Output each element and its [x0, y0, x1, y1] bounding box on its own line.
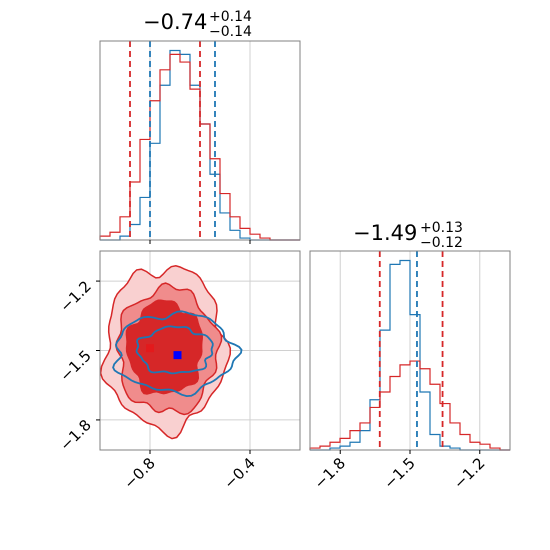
joint-xtick-label-0: −0.8	[120, 454, 158, 492]
hist2-red-histogram	[309, 360, 510, 451]
joint-ytick-label-2: −1.2	[56, 277, 94, 315]
hist1-frame	[99, 40, 301, 241]
red-contour-level-2	[125, 299, 203, 395]
histogram-param1-panel	[99, 40, 301, 244]
param1-title-minus: −0.14	[209, 24, 252, 40]
hist2-xtick-label-1: −1.5	[380, 454, 418, 492]
hist2-xtick-label-0: −1.8	[311, 454, 349, 492]
joint-contour-panel	[99, 250, 301, 451]
param1-title-plus: +0.14	[209, 9, 252, 25]
param2-title-value: −1.49	[353, 221, 417, 245]
blue-contour-level-1	[135, 325, 214, 375]
joint-ytick-label-0: −1.8	[56, 416, 94, 454]
param2-title-minus: −0.12	[420, 235, 463, 251]
joint-xtick-label-1: −0.4	[220, 454, 258, 492]
joint-ytick-label-1: −1.5	[56, 347, 94, 385]
histogram-param2-panel	[309, 250, 511, 454]
param2-title: −1.49 +0.13 −0.12	[353, 220, 463, 251]
joint-marker-1	[173, 351, 182, 360]
param1-title: −0.74 +0.14 −0.14	[143, 9, 252, 40]
param1-title-value: −0.74	[143, 10, 207, 34]
joint-marker-0	[146, 344, 154, 353]
param2-title-plus: +0.13	[420, 220, 463, 236]
hist2-xtick-label-2: −1.2	[450, 454, 488, 492]
blue-contour-level-0	[112, 310, 243, 398]
hist2-blue-histogram	[310, 259, 510, 451]
